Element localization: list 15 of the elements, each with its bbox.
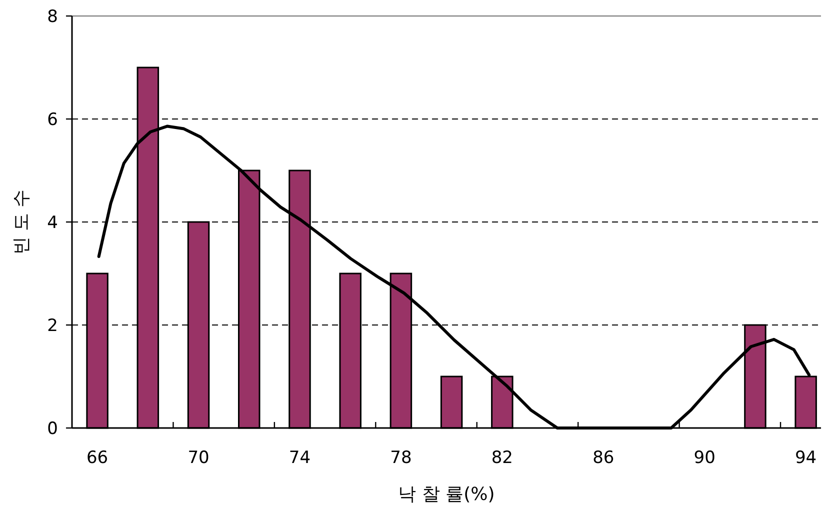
x-tick-label: 74	[288, 448, 311, 468]
y-axis-title: 빈 도 수	[11, 189, 32, 255]
y-tick-label: 2	[47, 316, 58, 336]
y-tick-label: 8	[47, 7, 58, 27]
y-tick-label: 4	[47, 213, 58, 233]
x-tick-label: 94	[794, 448, 817, 468]
x-tick-label: 66	[86, 448, 108, 468]
y-tick-label: 6	[47, 110, 58, 130]
x-tick-label: 78	[390, 448, 412, 468]
x-tick-label: 82	[491, 448, 513, 468]
x-axis-title: 낙 찰 률(%)	[398, 484, 495, 505]
x-tick-label: 70	[188, 448, 210, 468]
x-tick-label: 90	[694, 448, 716, 468]
x-tick-label: 86	[592, 448, 614, 468]
y-tick-label: 0	[47, 419, 58, 439]
